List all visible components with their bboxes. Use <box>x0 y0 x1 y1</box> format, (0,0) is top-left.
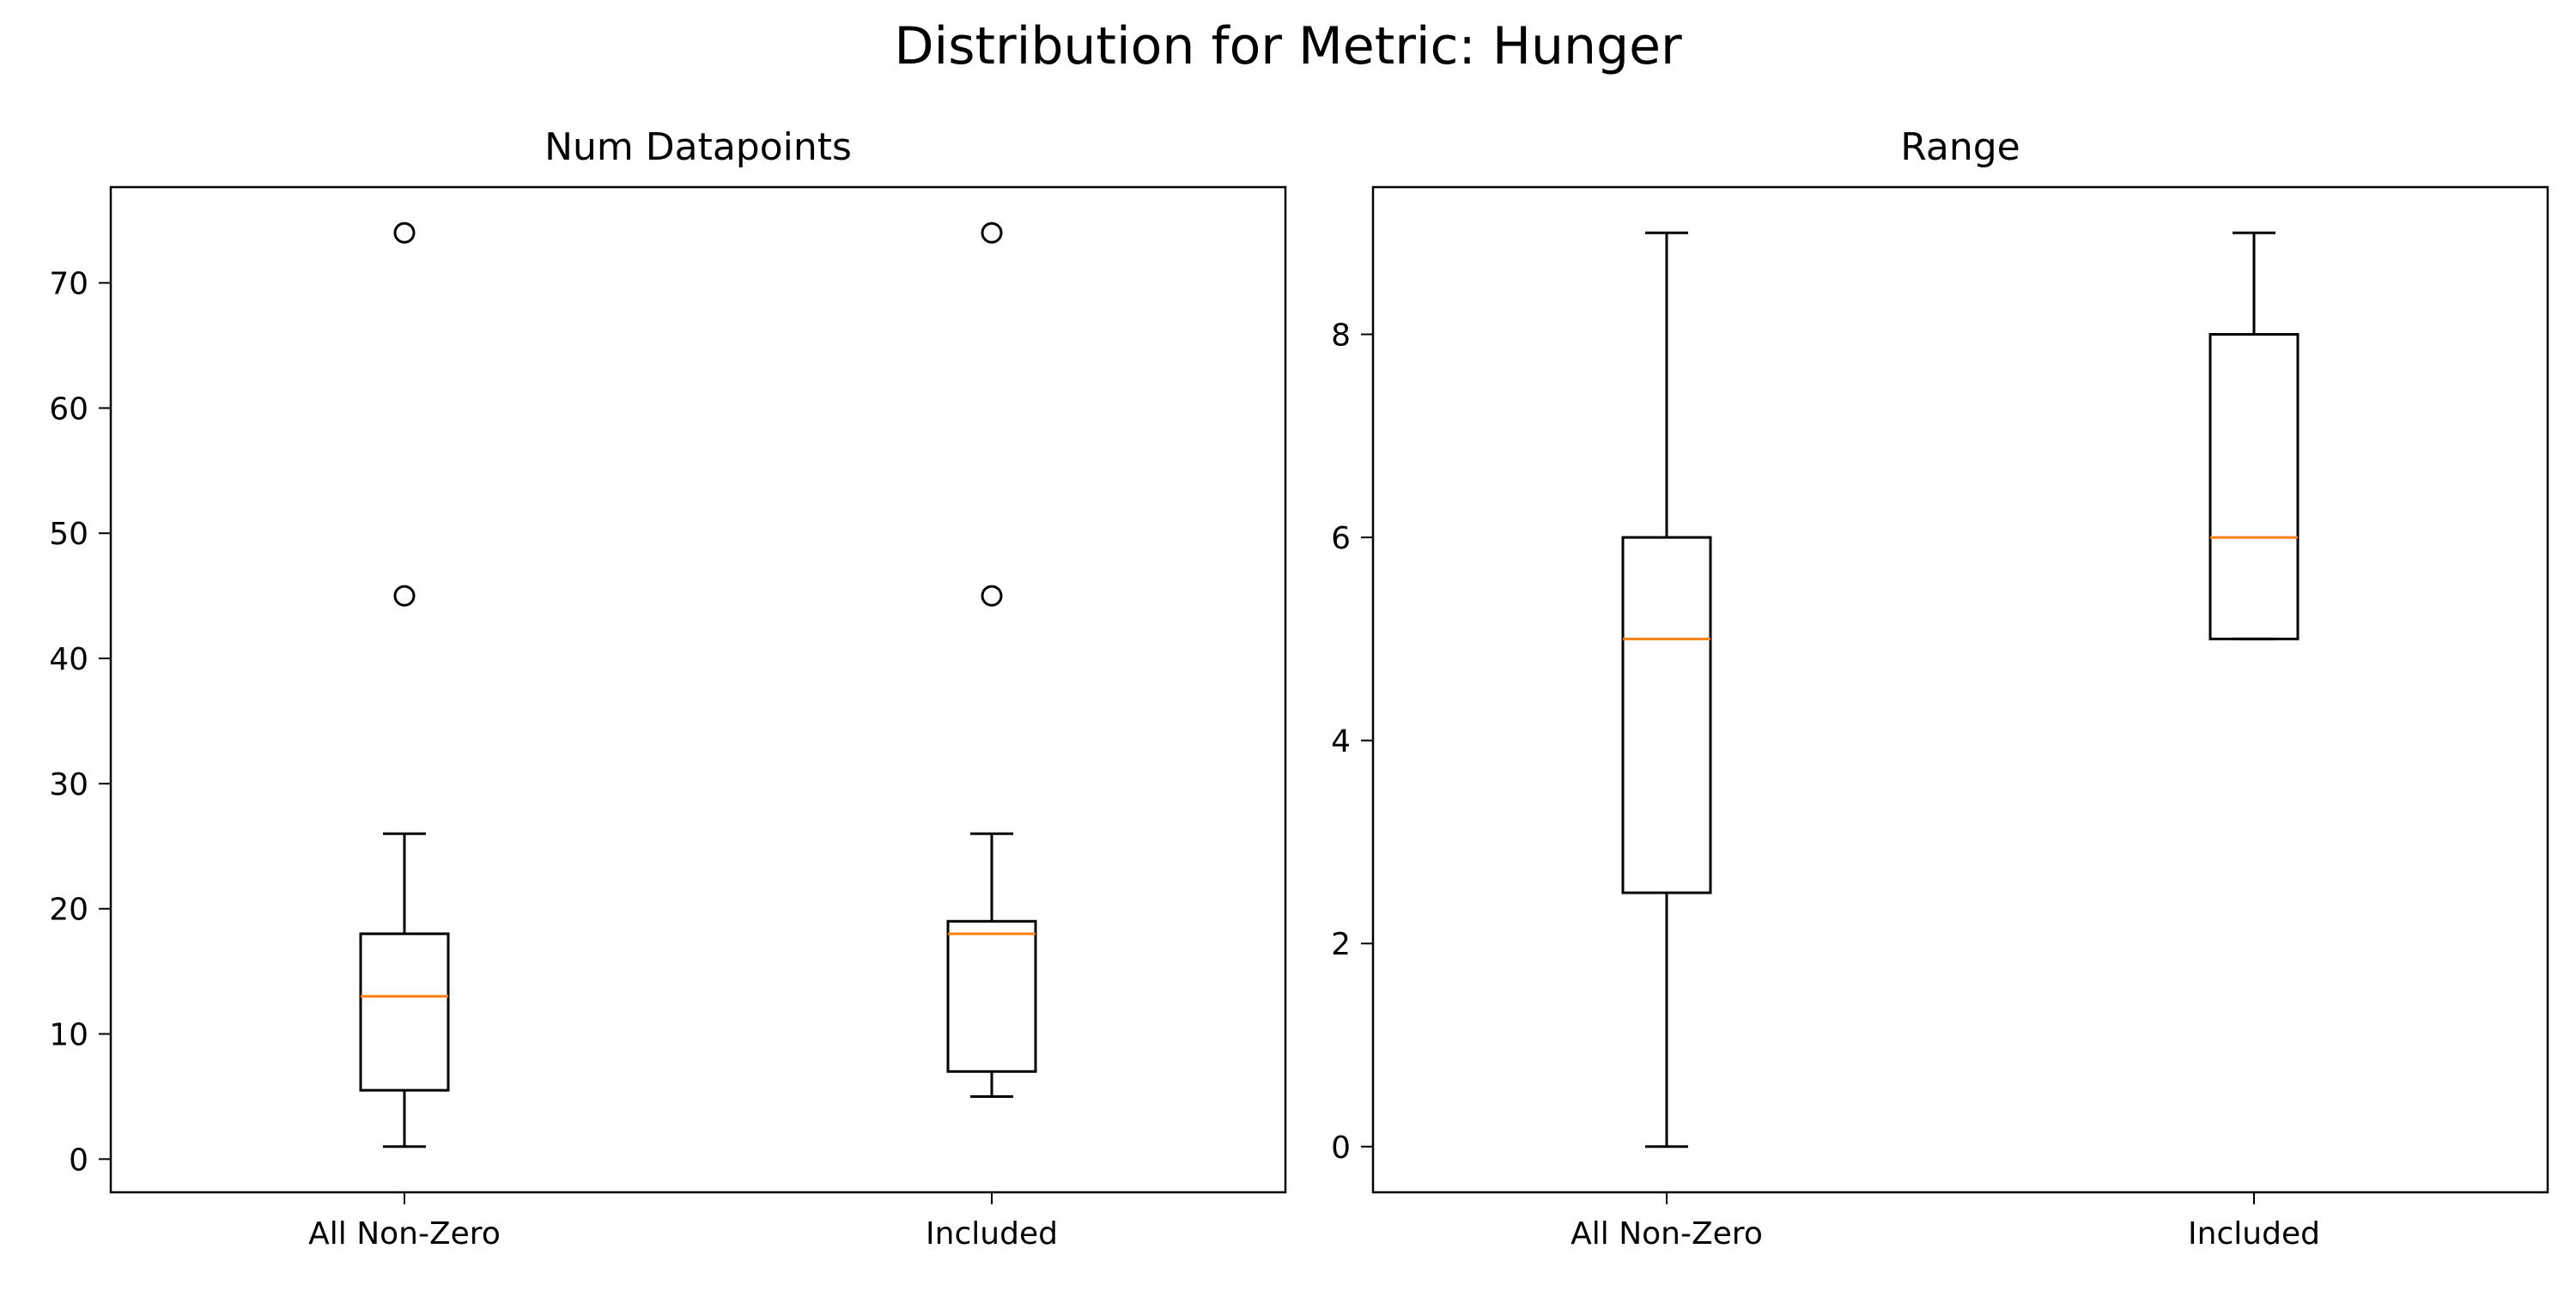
subplot-title: Range <box>1900 125 2020 169</box>
subplot-1: Num Datapoints 0 10 20 30 40 50 60 70 All Non-Zer… <box>49 125 1287 1252</box>
box-iqr <box>1621 536 1712 894</box>
box-plot-2 <box>946 221 1037 1098</box>
y-tick-label: 70 <box>49 267 88 302</box>
y-tick-label: 10 <box>49 1018 88 1053</box>
y-tick-label: 6 <box>1331 521 1351 556</box>
y-tick-label: 40 <box>49 642 88 677</box>
y-tick-label: 4 <box>1331 724 1351 760</box>
y-tick-label: 0 <box>69 1143 88 1178</box>
outlier-point <box>393 221 416 244</box>
outlier-point <box>981 585 1003 607</box>
box-plot-2 <box>2208 231 2300 640</box>
box-iqr <box>359 932 450 1092</box>
figure-title: Distribution for Metric: Hunger <box>894 16 1682 76</box>
y-tick-label: 2 <box>1331 927 1351 962</box>
subplot-title: Num Datapoints <box>544 125 852 169</box>
subplot-2: Range 0 2 4 6 8 All Non-Zero Included <box>1331 125 2549 1252</box>
axes-frame <box>109 185 1287 1194</box>
box-plot-1 <box>1621 231 1712 1149</box>
y-tick-label: 8 <box>1331 318 1351 354</box>
x-tick-label: Included <box>2188 1216 2320 1252</box>
y-tick-label: 30 <box>49 767 88 803</box>
x-tick-label: All Non-Zero <box>1571 1216 1763 1252</box>
box-iqr <box>2208 333 2300 640</box>
y-tick-label: 60 <box>49 391 88 427</box>
outlier-point <box>393 585 416 607</box>
y-tick-label: 20 <box>49 893 88 928</box>
box-plot-1 <box>359 221 450 1149</box>
outlier-point <box>981 221 1003 244</box>
y-tick-label: 0 <box>1331 1130 1351 1166</box>
x-tick-label: Included <box>926 1216 1058 1252</box>
box-iqr <box>946 919 1037 1073</box>
x-tick-label: All Non-Zero <box>308 1216 501 1252</box>
axes-frame <box>1371 185 2549 1194</box>
y-tick-label: 50 <box>49 517 88 552</box>
